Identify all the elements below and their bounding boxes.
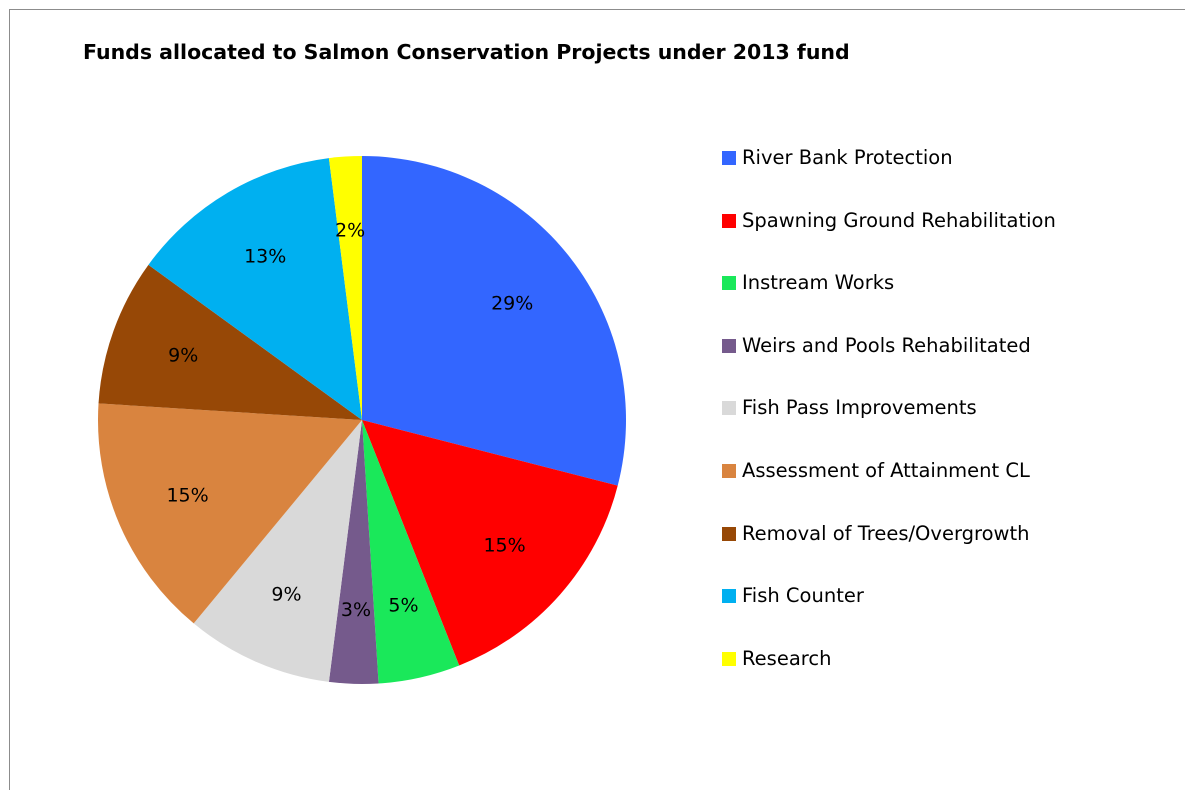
legend-item: Spawning Ground Rehabilitation <box>722 201 1056 264</box>
legend-item: Weirs and Pools Rehabilitated <box>722 326 1056 389</box>
pie-slice-instream-works <box>362 420 460 684</box>
data-label-8: 2% <box>335 219 365 241</box>
pie-slice-assessment-of-attainment-cl <box>97 403 362 624</box>
pie-slice-weirs-and-pools-rehabilitated <box>328 420 379 685</box>
legend-label: Assessment of Attainment CL <box>742 458 1030 482</box>
legend-swatch <box>722 651 736 666</box>
chart-title: Funds allocated to Salmon Conservation P… <box>83 40 850 64</box>
pie-slice-river-bank-protection <box>362 156 627 486</box>
legend-swatch <box>722 276 736 291</box>
pie-slice-fish-counter <box>148 158 362 420</box>
legend-item: Instream Works <box>722 263 1056 326</box>
legend-swatch <box>722 463 736 478</box>
data-label-1: 15% <box>483 535 525 557</box>
legend-label: Removal of Trees/Overgrowth <box>742 521 1030 545</box>
legend-swatch <box>722 338 736 353</box>
legend-label: Instream Works <box>742 271 895 295</box>
pie-data-labels: 29% 15% 5% 3% 9% 15% 9% 13% 2% <box>166 219 533 621</box>
data-label-2: 5% <box>388 595 418 617</box>
legend-swatch <box>722 151 736 165</box>
legend-label: Fish Pass Improvements <box>742 396 977 420</box>
data-label-3: 3% <box>341 599 371 621</box>
legend-item: Assessment of Attainment CL <box>722 451 1056 514</box>
pie-slice-spawning-ground-rehabilitation <box>362 420 618 666</box>
legend-item: Fish Counter <box>722 576 1056 639</box>
data-label-6: 9% <box>168 345 198 367</box>
legend-label: Spawning Ground Rehabilitation <box>742 208 1056 232</box>
legend-item: Removal of Trees/Overgrowth <box>722 514 1056 577</box>
pie-slice-research <box>328 156 362 420</box>
legend-swatch <box>722 526 736 541</box>
legend-label: Research <box>742 646 832 670</box>
pie-slice-removal-of-trees-overgrowth <box>98 264 363 420</box>
legend: River Bank Protection Spawning Ground Reh… <box>722 138 1056 701</box>
legend-item: Fish Pass Improvements <box>722 388 1056 451</box>
legend-swatch <box>722 213 736 228</box>
legend-label: Weirs and Pools Rehabilitated <box>742 333 1031 357</box>
legend-label: Fish Counter <box>742 584 864 608</box>
data-label-7: 13% <box>244 245 286 267</box>
legend-label: River Bank Protection <box>742 146 953 169</box>
data-label-4: 9% <box>271 583 301 605</box>
data-label-5: 15% <box>166 485 208 507</box>
pie-slices <box>97 156 627 685</box>
legend-swatch <box>722 589 736 604</box>
data-label-0: 29% <box>491 293 533 315</box>
legend-swatch <box>722 401 736 416</box>
pie-slice-fish-pass-improvements <box>193 420 362 682</box>
legend-item: River Bank Protection <box>722 138 1056 201</box>
legend-item: Research <box>722 639 1056 702</box>
